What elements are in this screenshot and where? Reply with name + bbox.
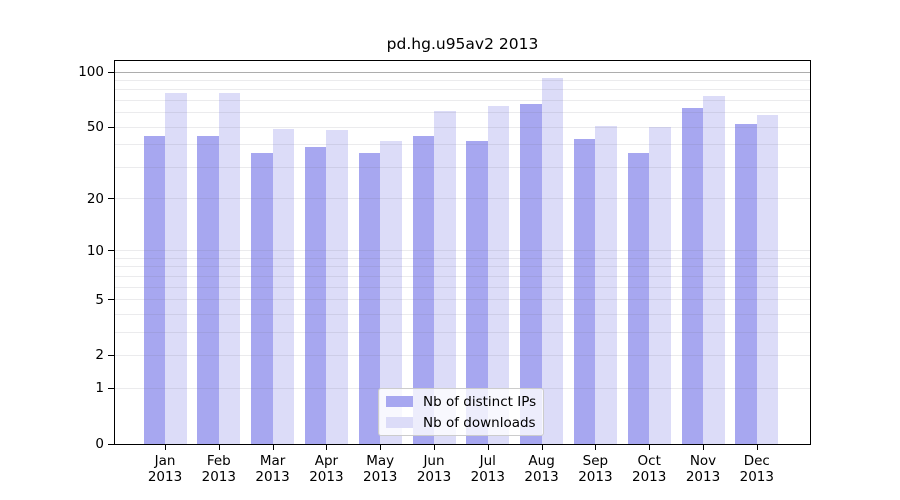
bar-distinct-ips [681,107,703,444]
legend-label: Nb of distinct IPs [423,393,537,410]
x-tick-mark [487,445,489,450]
y-tick-mark [108,126,115,128]
x-tick-label: Dec 2013 [739,453,774,485]
x-tick-label: Aug 2013 [524,453,559,485]
gridline [115,89,810,91]
bar-downloads [487,106,510,444]
x-tick-label: Jan 2013 [147,453,183,485]
bar-distinct-ips [143,135,165,444]
bar-downloads [703,96,725,444]
gridline [115,257,810,259]
y-tick-label: 1 [95,380,104,397]
gridline [115,198,810,200]
y-tick-label: 100 [78,64,104,81]
gridline [115,71,810,73]
bar-distinct-ips [304,146,327,444]
gridline [115,286,810,288]
y-tick-mark [108,198,115,200]
gridline [115,100,810,102]
bar-downloads [595,125,617,444]
gridline [115,354,810,356]
x-tick-label: Feb 2013 [201,453,236,485]
bar-distinct-ips [197,135,219,444]
x-tick-mark [595,445,597,450]
bar-downloads [326,130,348,444]
x-tick-mark [541,445,543,450]
legend-label: Nb of downloads [423,414,536,431]
y-tick-mark [108,299,115,301]
gridline [115,275,810,277]
legend-swatch-distinct-ips [386,396,413,407]
x-tick-label: Apr 2013 [309,453,344,485]
x-tick-mark [165,445,166,450]
bar-distinct-ips [466,140,488,444]
x-tick-mark [380,445,382,450]
y-tick-mark [108,443,115,445]
gridline [115,331,810,333]
bar-distinct-ips [627,153,650,444]
y-tick-label: 20 [86,190,104,207]
y-tick-label: 0 [95,436,104,452]
x-tick-mark [326,445,328,450]
bar-downloads [541,77,564,444]
x-tick-mark [703,445,704,450]
x-tick-label: Sep 2013 [578,453,613,485]
bar-distinct-ips [573,139,596,444]
y-tick-mark [108,71,115,73]
y-tick-label: 10 [86,242,104,259]
legend-item-distinct-ips: Nb of distinct IPs [386,393,543,411]
x-tick-mark [756,445,758,450]
x-tick-label: Jun 2013 [416,453,452,485]
bar-downloads [380,140,402,444]
gridline [115,166,810,168]
x-tick-label: Oct 2013 [632,453,667,485]
gridline [115,112,810,114]
y-tick-mark [108,250,115,252]
bar-distinct-ips [412,135,434,444]
y-tick-label: 5 [95,291,104,308]
y-tick-mark [108,387,115,389]
x-tick-label: Jul 2013 [470,453,505,485]
legend-swatch-downloads [386,417,413,428]
bar-downloads [218,92,241,444]
bar-distinct-ips [735,124,757,444]
x-tick-mark [272,445,274,450]
legend: Nb of distinct IPs Nb of downloads [378,388,544,436]
bar-downloads [272,128,295,444]
x-tick-mark [434,445,435,450]
x-tick-label: Nov 2013 [685,453,721,485]
x-tick-label: Mar 2013 [255,453,290,485]
y-tick-mark [108,354,115,356]
x-tick-mark [218,445,220,450]
y-tick-label: 2 [95,347,104,364]
plot-area [114,60,811,445]
gridline [115,313,810,315]
legend-item-downloads: Nb of downloads [386,414,543,432]
bar-downloads [165,92,187,444]
bar-downloads [649,127,671,444]
gridline [115,126,810,128]
x-tick-label: May 2013 [363,453,398,485]
bar-distinct-ips [251,153,273,444]
gridline [115,266,810,268]
chart-title: pd.hg.u95av2 2013 [386,35,539,53]
gridline [115,299,810,301]
gridline [115,144,810,146]
gridline [115,250,810,252]
x-tick-mark [649,445,651,450]
bar-distinct-ips [358,153,381,444]
gridline [115,80,810,82]
y-tick-label: 50 [86,119,104,136]
bar-distinct-ips [520,104,542,444]
bar-downloads [434,111,456,444]
bar-downloads [756,115,779,444]
